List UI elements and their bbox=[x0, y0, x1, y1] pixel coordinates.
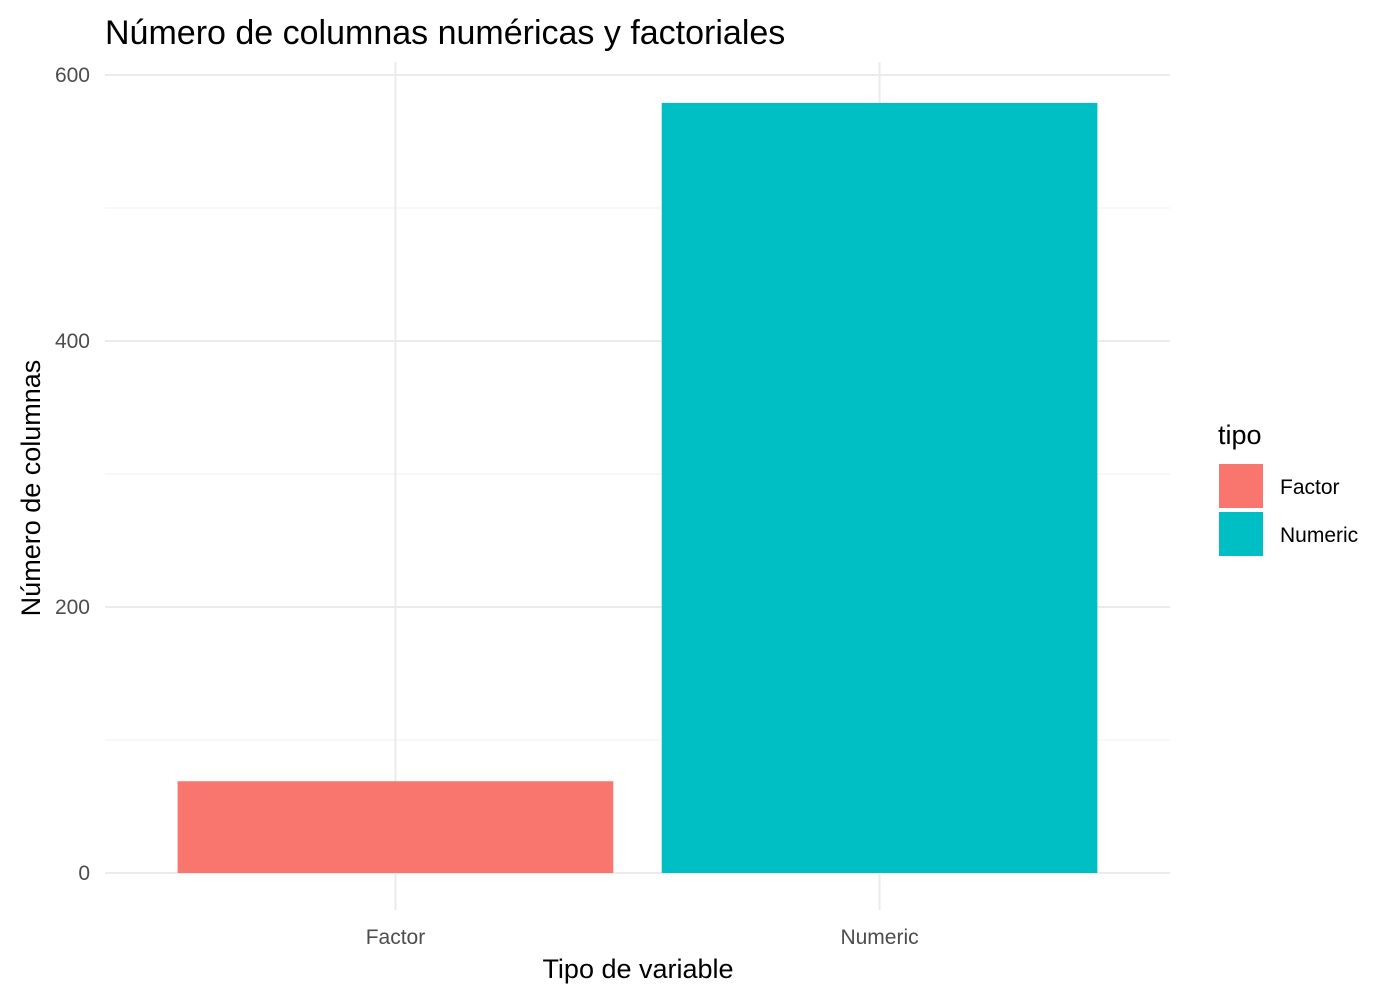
y-axis-title: Número de columnas bbox=[16, 360, 46, 617]
x-axis-ticks: Factor Numeric bbox=[366, 926, 919, 949]
y-tick-label: 200 bbox=[55, 596, 90, 619]
legend-label: Factor bbox=[1280, 476, 1340, 499]
y-tick-label: 400 bbox=[55, 330, 90, 353]
x-tick-label: Factor bbox=[366, 926, 426, 949]
x-tick-label: Numeric bbox=[840, 926, 918, 949]
x-axis-title: Tipo de variable bbox=[542, 954, 733, 984]
y-tick-label: 0 bbox=[78, 862, 90, 885]
bar-factor bbox=[177, 781, 614, 873]
y-tick-label: 600 bbox=[55, 64, 90, 87]
bar-numeric bbox=[661, 102, 1098, 874]
legend-label: Numeric bbox=[1280, 524, 1358, 547]
chart-title: Número de columnas numéricas y factorial… bbox=[105, 14, 785, 52]
bars bbox=[177, 102, 1098, 874]
y-axis-ticks: 0 200 400 600 bbox=[55, 64, 90, 885]
legend-swatch bbox=[1219, 464, 1263, 508]
legend-swatch bbox=[1219, 512, 1263, 556]
legend-title: tipo bbox=[1218, 420, 1262, 450]
legend-items: Factor Numeric bbox=[1219, 464, 1358, 556]
legend: tipo Factor Numeric bbox=[1218, 420, 1358, 556]
